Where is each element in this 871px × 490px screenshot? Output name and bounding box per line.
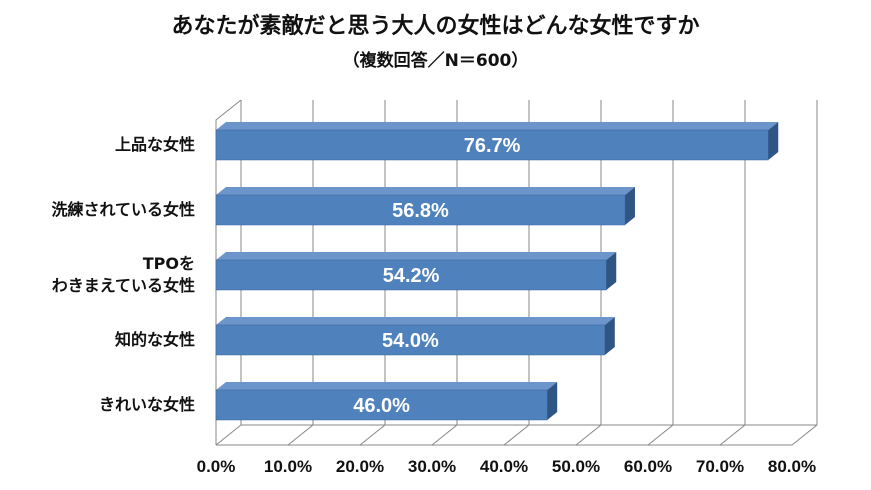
bar [215,324,606,356]
floor-gridline [647,424,674,446]
tick-label: 0.0% [196,457,236,476]
bar-side [624,187,635,225]
bar-top [216,187,635,195]
floor-gridline [287,424,314,446]
bar-top [216,317,615,325]
bar [215,129,769,161]
bar-side [768,122,779,160]
bar-top [216,382,558,390]
bar [215,259,607,291]
chart-subtitle: （複数回答／N＝600） [342,51,529,71]
tick-label: 10.0% [263,457,313,476]
tick-label: 50.0% [551,457,601,476]
data-label: 54.2% [383,265,440,287]
bar-side [606,252,617,290]
category-label: 上品な女性 [114,135,195,154]
data-label: 56.8% [392,200,449,222]
floor-gridline [575,424,602,446]
bar [215,389,548,421]
data-label: 54.0% [382,330,439,352]
tick-label: 20.0% [335,457,385,476]
floor-gridline [719,424,746,446]
category-label: 洗練されている女性 [51,200,195,219]
bar-top [216,122,779,130]
tick-label: 30.0% [407,457,457,476]
category-label: きれいな女性 [98,395,195,414]
floor-gridline [503,424,530,446]
data-label: 46.0% [353,395,410,417]
floor-gridline [431,424,458,446]
category-label: 知的な女性 [114,330,195,349]
tick-label: 60.0% [623,457,673,476]
category-label: TPOを わきまえている女性 [51,254,195,295]
floor-gridline [215,424,242,446]
tick-label: 80.0% [767,457,817,476]
tick-label: 40.0% [479,457,529,476]
bar-top [216,252,617,260]
bar-side [604,317,615,355]
floor-gridline [791,424,818,446]
data-label: 76.7% [464,135,521,157]
tick-label: 70.0% [695,457,745,476]
bar [215,194,626,226]
chart-title: あなたが素敵だと思う大人の女性はどんな女性ですか [171,14,700,39]
floor-gridline [359,424,386,446]
bar-side [547,382,558,420]
